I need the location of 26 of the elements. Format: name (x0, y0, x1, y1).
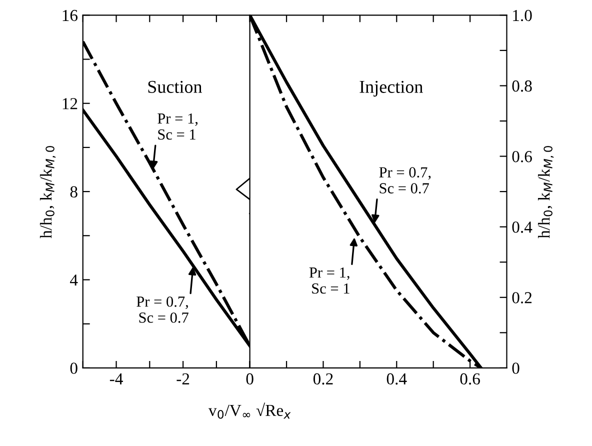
y-axis-title: h/h$_{0}$, k$_{M}$/k$_{M,0}$ (538, 146, 554, 238)
x-tick-label: -2 (176, 373, 190, 384)
x-tick-label: 0.6 (460, 373, 480, 385)
y-tick-label: 0 (512, 362, 520, 374)
x-tick-label: 0 (246, 373, 254, 385)
y-tick-label: 1.0 (513, 10, 532, 22)
y-tick-label: 0 (70, 362, 78, 374)
annotation: Pr = 0.7, Sc = 0.7 (379, 167, 431, 194)
y-tick-label: 8 (70, 186, 78, 198)
y-axis-title: h/h$_{0}$, k$_{M}$/k$_{M,0}$ (40, 146, 56, 238)
y-tick-label: 0.6 (512, 150, 532, 162)
y-tick-label: 4 (70, 274, 78, 286)
x-tick-label: 0.2 (313, 373, 333, 385)
annotation: Pr = 0.7, Sc = 0.7 (136, 296, 188, 323)
x-axis-title: v$_{0}$/V$_{∞}$ √Re$_{x}$ (208, 402, 291, 419)
x-tick-label: 0.4 (386, 373, 407, 385)
y-tick-label: 0.8 (512, 80, 532, 92)
annotation: Suction (148, 80, 202, 93)
x-tick-label: -4 (110, 373, 123, 384)
y-tick-label: 0.2 (512, 292, 532, 304)
y-tick-label: 16 (62, 10, 78, 22)
annotation: Pr = 1, Sc = 1 (158, 113, 198, 140)
annotation: Pr = 1, Sc = 1 (309, 267, 350, 294)
y-tick-label: 12 (62, 98, 78, 110)
annotation: Injection (360, 80, 423, 97)
y-tick-label: 0.4 (512, 222, 532, 233)
